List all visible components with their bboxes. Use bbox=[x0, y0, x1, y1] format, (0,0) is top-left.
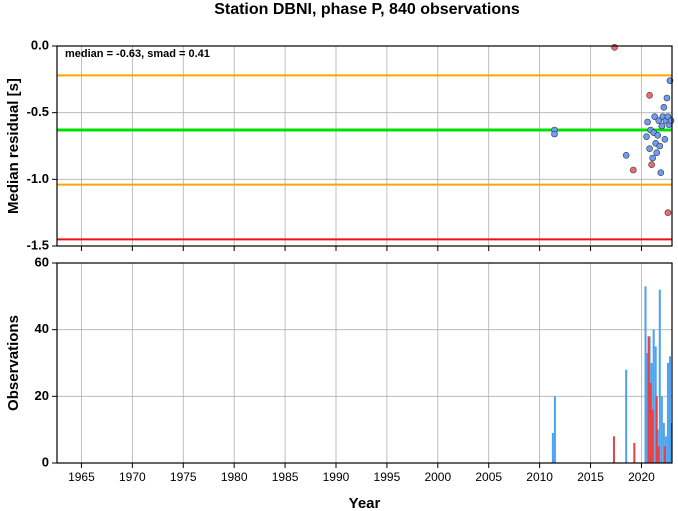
bar bbox=[625, 369, 628, 463]
point bbox=[664, 209, 672, 216]
bar bbox=[656, 429, 659, 463]
chart-title: Station DBNI, phase P, 840 observations bbox=[214, 1, 520, 18]
point bbox=[653, 149, 661, 156]
point bbox=[644, 118, 651, 126]
point bbox=[622, 152, 630, 159]
x-tick-label: 2020 bbox=[628, 470, 655, 484]
bar bbox=[553, 396, 556, 463]
y-tick-label: 20 bbox=[35, 388, 49, 403]
point bbox=[661, 136, 669, 143]
y-tick-label: 40 bbox=[35, 321, 49, 336]
point bbox=[656, 142, 664, 150]
x-tick-label: 1990 bbox=[323, 470, 350, 484]
bar bbox=[668, 356, 671, 463]
point bbox=[649, 154, 656, 162]
bar bbox=[647, 336, 650, 463]
bar bbox=[649, 383, 652, 463]
bar bbox=[648, 336, 651, 463]
bar bbox=[658, 289, 661, 463]
x-tick-label: 1965 bbox=[68, 470, 95, 484]
bar bbox=[663, 446, 666, 463]
bar bbox=[662, 423, 665, 463]
point bbox=[657, 169, 665, 176]
point bbox=[655, 117, 663, 124]
point bbox=[651, 113, 658, 120]
point bbox=[630, 166, 637, 174]
y-tick-label: -1.0 bbox=[27, 171, 49, 186]
bar bbox=[644, 286, 647, 463]
bar bbox=[646, 353, 649, 463]
point bbox=[646, 92, 653, 99]
plot-frame bbox=[56, 262, 673, 464]
bar bbox=[654, 346, 657, 463]
bar bbox=[652, 329, 655, 463]
x-tick-label: 2015 bbox=[577, 470, 604, 484]
y-tick-label: 0.0 bbox=[31, 37, 49, 52]
bar bbox=[612, 436, 615, 463]
point bbox=[663, 94, 671, 102]
x-tick-label: 1995 bbox=[374, 470, 401, 484]
y-tick-label: -1.5 bbox=[27, 237, 49, 252]
point bbox=[667, 117, 675, 124]
bar bbox=[669, 423, 672, 463]
point bbox=[551, 130, 558, 138]
point bbox=[658, 122, 666, 130]
plot-frame bbox=[56, 45, 673, 247]
bar bbox=[664, 436, 667, 463]
y-axis-label: Observations bbox=[5, 315, 22, 411]
bar bbox=[660, 396, 663, 463]
x-tick-label: 1980 bbox=[221, 470, 248, 484]
y-axis-label: Median residual [s] bbox=[5, 78, 22, 214]
point bbox=[660, 104, 668, 111]
y-tick-label: 60 bbox=[35, 254, 49, 269]
point bbox=[654, 132, 662, 139]
point bbox=[646, 145, 653, 152]
x-tick-label: 2005 bbox=[475, 470, 502, 484]
bar bbox=[651, 409, 654, 463]
point bbox=[643, 133, 650, 140]
x-tick-label: 2000 bbox=[424, 470, 451, 484]
bar bbox=[650, 363, 653, 463]
y-tick-label: 0 bbox=[42, 454, 49, 469]
point bbox=[611, 44, 618, 51]
x-tick-label: 1975 bbox=[170, 470, 197, 484]
annotation: median = -0.63, smad = 0.41 bbox=[65, 48, 210, 60]
bar bbox=[633, 443, 636, 463]
bar bbox=[657, 446, 660, 463]
y-tick-label: -0.5 bbox=[27, 104, 49, 119]
bar bbox=[551, 433, 554, 463]
point bbox=[648, 161, 655, 168]
bar bbox=[666, 363, 669, 463]
bar bbox=[655, 396, 658, 463]
x-tick-label: 1985 bbox=[272, 470, 299, 484]
x-tick-label: 1970 bbox=[119, 470, 146, 484]
x-tick-label: 2010 bbox=[526, 470, 553, 484]
x-axis-label: Year bbox=[349, 495, 381, 511]
